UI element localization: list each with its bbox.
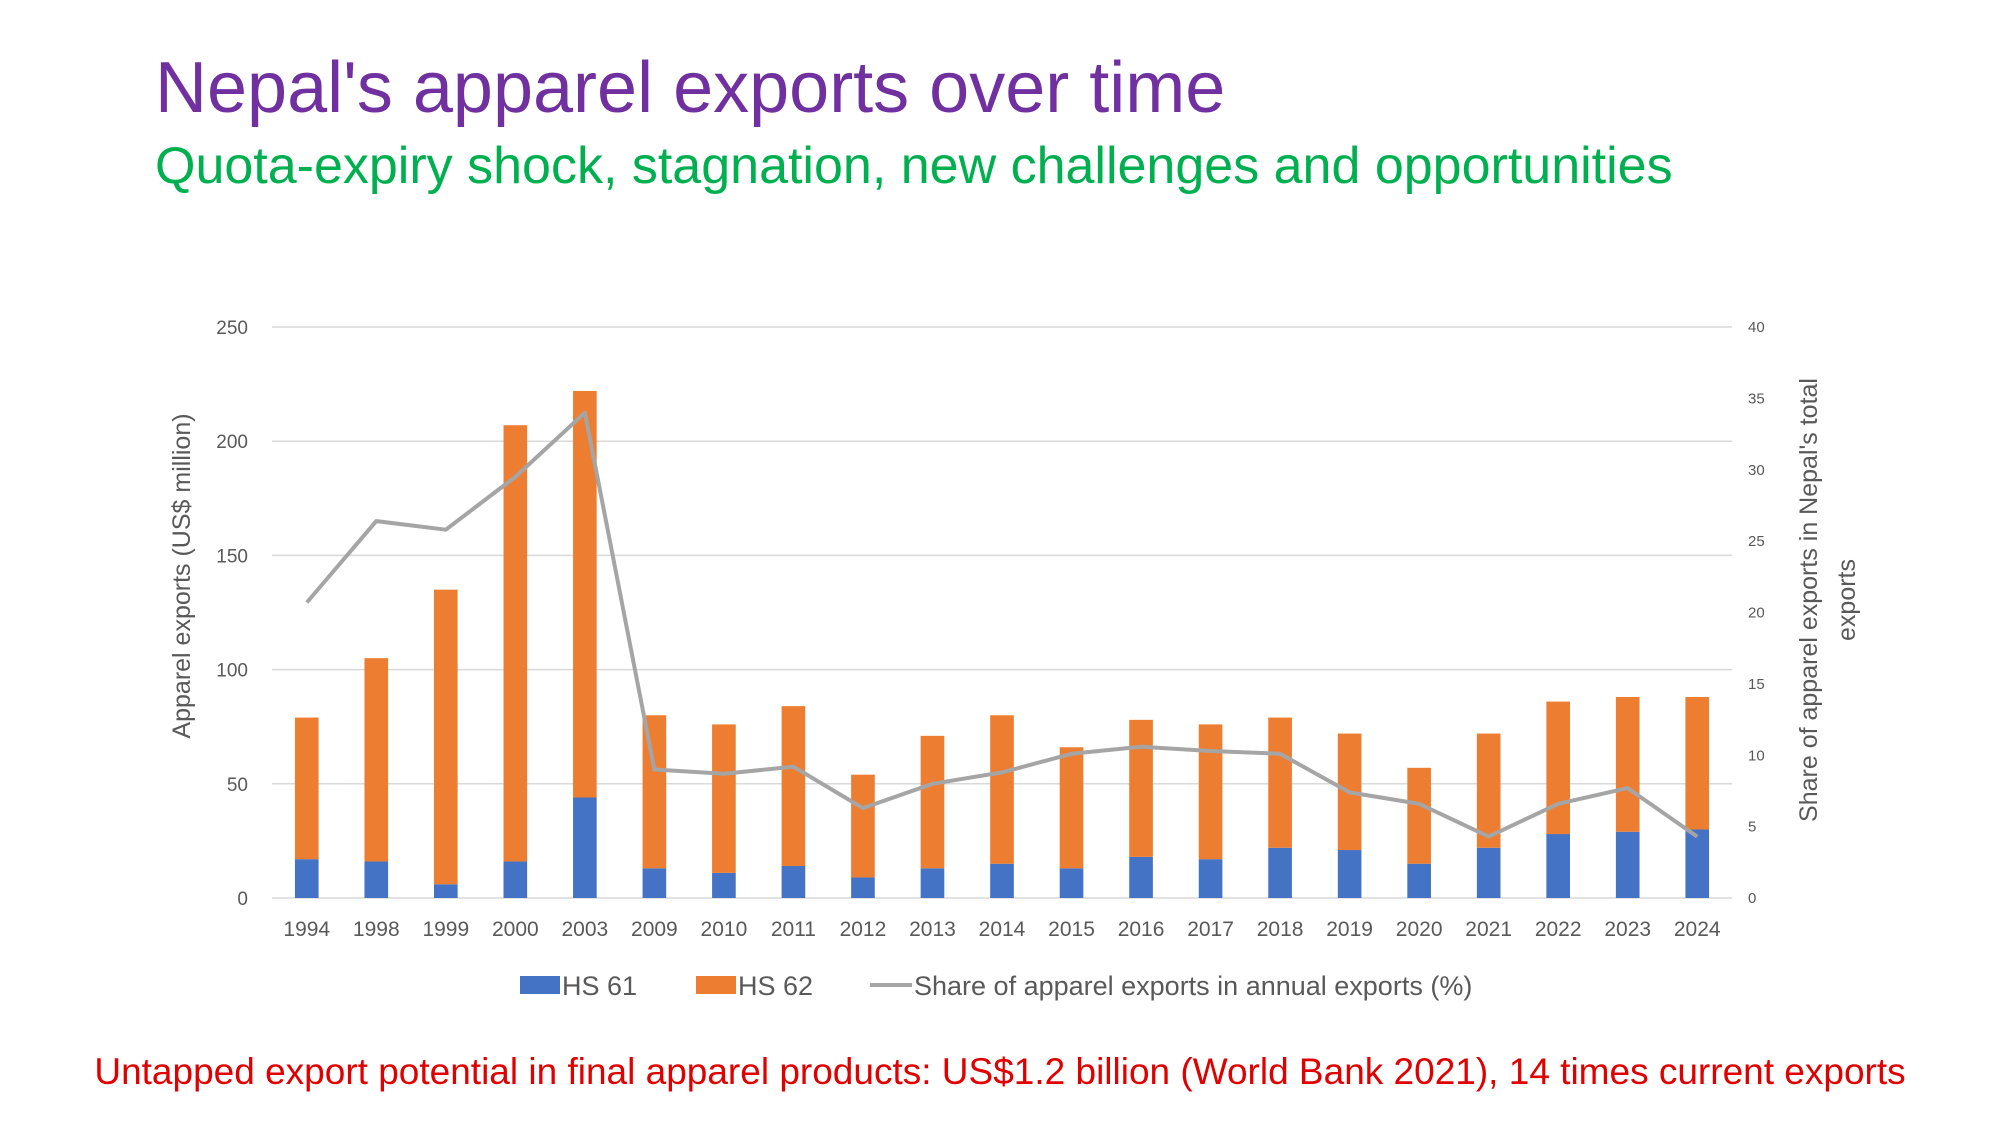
x-tick-label: 2011 (771, 918, 816, 941)
bar-hs61 (851, 877, 875, 898)
y2-tick-label: 40 (1748, 319, 1765, 336)
bar-hs62 (642, 715, 667, 869)
bar-hs62 (781, 706, 806, 867)
y2-tick-label: 25 (1748, 533, 1765, 550)
x-tick-label: 1999 (422, 918, 469, 941)
bar-hs62 (573, 390, 597, 798)
y2-tick-label: 15 (1748, 676, 1765, 693)
legend-label-hs62: HS 62 (738, 971, 813, 1001)
x-tick-label: 2022 (1535, 918, 1582, 941)
bar-hs61 (1337, 850, 1362, 898)
bar-hs62 (503, 425, 528, 862)
bar-hs62 (1268, 717, 1292, 848)
bar-hs61 (573, 797, 597, 898)
x-tick-label: 2009 (631, 918, 678, 941)
bar-hs61 (1268, 847, 1292, 898)
legend-swatch-hs61 (520, 976, 560, 994)
x-tick-label: 1998 (353, 918, 400, 941)
x-tick-label: 2010 (701, 918, 748, 941)
bar-hs61 (1198, 859, 1223, 898)
footer-note: Untapped export potential in final appar… (94, 1051, 1906, 1092)
legend-swatch-hs62 (696, 976, 736, 994)
bar-hs62 (851, 774, 875, 878)
bar-hs61 (364, 861, 389, 898)
x-tick-label: 2003 (561, 918, 608, 941)
y2-tick-label: 0 (1748, 890, 1756, 907)
bar-hs61 (712, 872, 736, 898)
bar-hs62 (1198, 724, 1223, 860)
bar-hs61 (503, 861, 528, 898)
x-tick-label: 2021 (1465, 918, 1512, 941)
y2-tick-label: 10 (1748, 747, 1765, 764)
bar-hs62 (712, 724, 736, 873)
bar-hs62 (1129, 719, 1153, 857)
bar-hs61 (1615, 831, 1640, 898)
x-tick-label: 2023 (1604, 918, 1651, 941)
bar-hs62 (1476, 733, 1501, 848)
x-tick-label: 2019 (1326, 918, 1373, 941)
x-tick-label: 2016 (1118, 918, 1165, 941)
legend-label-share: Share of apparel exports in annual expor… (914, 971, 1472, 1001)
y-tick-label: 0 (237, 889, 248, 910)
bar-hs62 (1059, 747, 1084, 869)
bar-hs61 (1059, 868, 1084, 898)
y-axis-title: Apparel exports (US$ million) (168, 413, 196, 738)
bar-hs61 (920, 868, 945, 898)
bar-hs62 (1615, 697, 1640, 832)
y2-tick-label: 35 (1748, 390, 1765, 407)
bar-hs61 (294, 859, 319, 898)
y-tick-label: 100 (216, 661, 248, 682)
y-tick-label: 50 (227, 775, 248, 796)
bar-hs61 (1129, 856, 1153, 898)
bar-hs61 (1476, 847, 1501, 898)
bar-hs61 (1546, 834, 1571, 898)
bar-hs61 (1685, 829, 1710, 898)
x-tick-label: 2014 (979, 918, 1026, 941)
page-title: Nepal's apparel exports over time (155, 48, 1226, 128)
bar-hs61 (433, 884, 458, 898)
bar-hs62 (920, 735, 945, 869)
y-tick-label: 150 (216, 546, 248, 567)
x-tick-label: 2020 (1396, 918, 1443, 941)
bar-hs62 (1685, 697, 1710, 830)
bar-hs62 (294, 717, 319, 860)
y2-axis-title-line1: Share of apparel exports in Nepal's tota… (1795, 378, 1823, 822)
x-tick-label: 2013 (909, 918, 956, 941)
bar-hs62 (433, 589, 458, 885)
y-tick-label: 200 (216, 432, 248, 453)
page-subtitle: Quota-expiry shock, stagnation, new chal… (155, 137, 1673, 195)
bar-hs61 (642, 868, 667, 898)
y2-tick-label: 20 (1748, 605, 1765, 622)
bar-hs61 (990, 863, 1014, 898)
x-tick-label: 1994 (283, 918, 330, 941)
x-tick-label: 2012 (840, 918, 887, 941)
bars (294, 390, 1710, 898)
y2-tick-label: 30 (1748, 462, 1765, 479)
y2-axis-title-line2: exports (1833, 559, 1861, 641)
x-tick-label: 2018 (1257, 918, 1304, 941)
legend: HS 61 HS 62 Share of apparel exports in an… (520, 971, 1472, 1001)
bar-hs62 (990, 715, 1014, 864)
bar-hs61 (1407, 863, 1431, 898)
y2-tick-label: 5 (1748, 819, 1756, 836)
bar-hs62 (364, 658, 389, 862)
x-tick-label: 2024 (1674, 918, 1721, 941)
legend-label-hs61: HS 61 (562, 971, 637, 1001)
share-line (305, 410, 1699, 839)
x-tick-label: 2017 (1187, 918, 1234, 941)
bar-hs62 (1546, 701, 1571, 835)
bar-hs61 (781, 866, 806, 898)
x-tick-label: 2000 (492, 918, 539, 941)
bar-hs62 (1407, 767, 1431, 864)
axes: 0 50 100 150 200 250 0 5 10 15 20 25 30 35 40 1994 1998 1… (216, 318, 1764, 941)
y-tick-label: 250 (216, 318, 248, 339)
x-tick-label: 2015 (1048, 918, 1095, 941)
y2-axis-title: Share of apparel exports in Nepal's tota… (1795, 378, 1861, 822)
